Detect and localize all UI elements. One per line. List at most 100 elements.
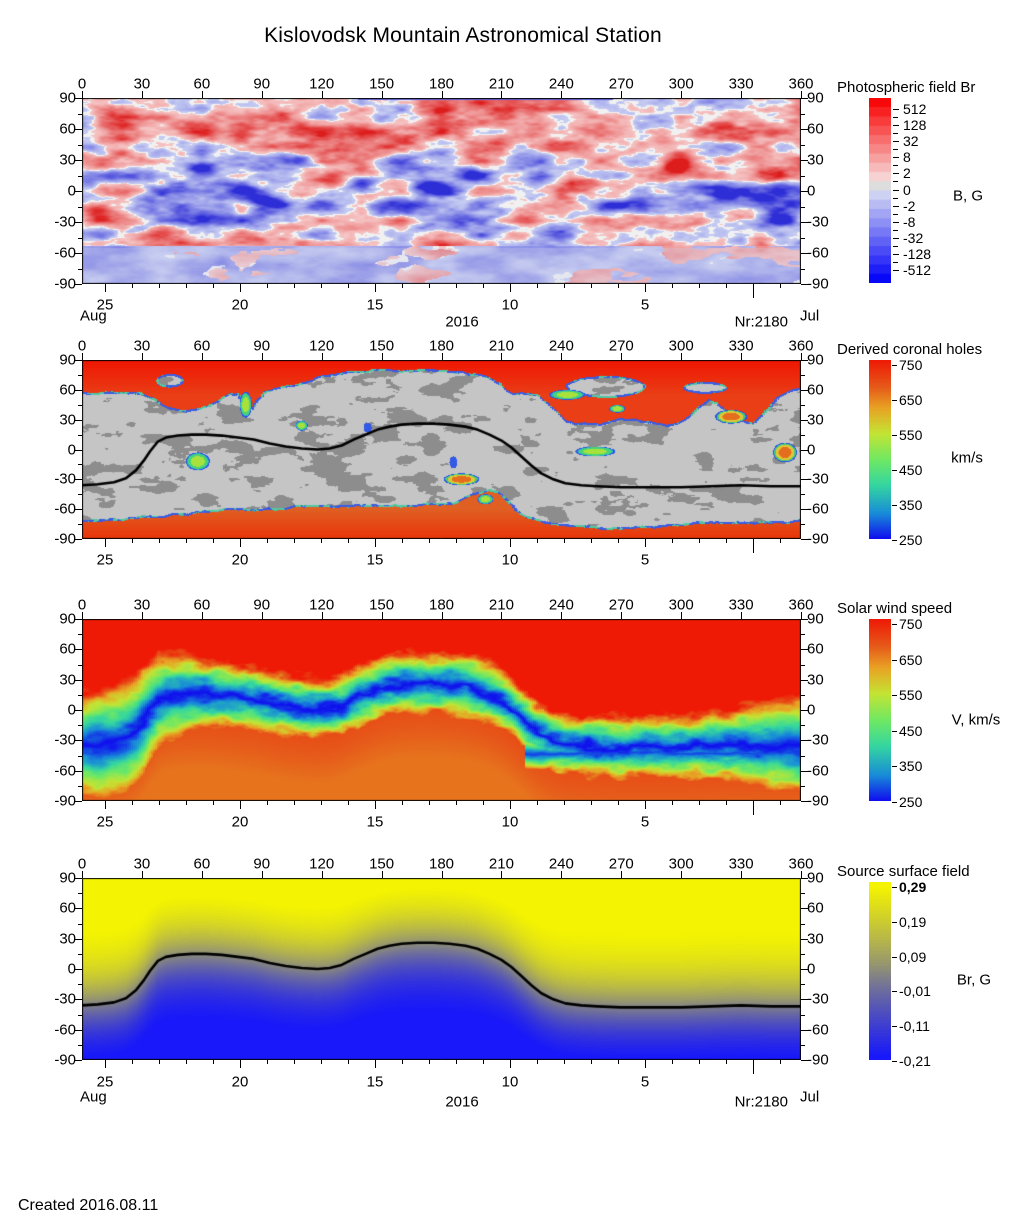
lon-tick: [381, 612, 383, 619]
lon-tick: [82, 91, 83, 98]
lat-tick-label-left: 0: [67, 182, 76, 200]
day-tick-label: 15: [366, 551, 384, 569]
lat-tick-label-right: 90: [807, 351, 824, 369]
day-tick: [375, 284, 376, 292]
lon-tick-label: 210: [488, 75, 514, 93]
lat-tick-label-left: 0: [67, 441, 76, 458]
lat-tick-label-right: -90: [807, 792, 829, 810]
lat-tick-left: [75, 1029, 82, 1031]
day-tick: [645, 539, 646, 547]
lon-tick: [141, 612, 143, 619]
month-left-label: Aug: [80, 307, 107, 325]
day-tick: [564, 539, 565, 543]
lat-tick-left: [75, 449, 82, 451]
day-tick: [456, 539, 457, 543]
day-tick: [267, 801, 268, 805]
lat-tick-label-left: -90: [54, 275, 76, 293]
lat-tick-left: [78, 237, 82, 239]
colorbar-tick: [892, 435, 897, 436]
lon-tick-label: 150: [369, 596, 395, 614]
day-tick-label: 25: [96, 296, 114, 314]
lat-tick-right: [801, 908, 808, 910]
day-tick: [186, 1060, 187, 1064]
lat-tick-label-right: 90: [807, 610, 824, 628]
colorbar-tick: [893, 125, 899, 127]
lat-tick-right: [801, 923, 805, 925]
wind-speed-colorbar: [869, 619, 891, 801]
colorbar-tick: [893, 141, 899, 143]
lat-tick-right: [801, 494, 805, 496]
lat-tick-right: [801, 999, 808, 1001]
lat-tick-right: [801, 479, 808, 481]
lat-tick-right: [801, 969, 808, 970]
colorbar-tick-label: -32: [903, 229, 924, 246]
lon-tick: [801, 871, 802, 878]
rotation-number-label: Nr:2180: [734, 313, 788, 331]
lat-tick-label-right: -60: [807, 500, 829, 518]
lat-tick-right: [801, 619, 808, 620]
lat-tick-label-left: -90: [54, 792, 76, 810]
colorbar-unit-source-surface: Br, G: [956, 971, 992, 989]
day-tick: [564, 284, 565, 288]
day-tick: [294, 1060, 295, 1064]
lon-tick: [561, 612, 563, 619]
day-tick: [132, 801, 133, 805]
lon-tick-label: 150: [369, 855, 395, 873]
colorbar-minor-tick: [893, 149, 898, 151]
lon-tick-label: 120: [309, 855, 335, 873]
lat-tick-label-right: 0: [807, 701, 816, 719]
lat-tick-left: [75, 878, 82, 879]
lat-tick-left: [78, 268, 82, 270]
lat-tick-label-left: -60: [54, 244, 76, 262]
colorbar-tick: [893, 237, 899, 239]
day-tick: [483, 539, 484, 543]
lat-tick-label-right: 0: [807, 182, 816, 200]
solar-wind-speed-map: [82, 619, 801, 801]
colorbar-unit-coronal-holes: km/s: [951, 449, 983, 467]
day-tick: [186, 284, 187, 288]
colorbar-tick: [893, 173, 899, 175]
lat-tick-right: [801, 694, 805, 696]
lat-tick-left: [78, 494, 82, 496]
lat-tick-left: [78, 113, 82, 115]
colorbar-tick: [892, 956, 897, 958]
lat-tick-left: [78, 694, 82, 696]
day-tick: [564, 1060, 565, 1064]
lon-tick-label: 180: [428, 855, 455, 873]
day-tick: [402, 539, 403, 543]
colorbar-tick-label: 650: [899, 392, 923, 408]
lat-tick-label-left: 60: [59, 120, 76, 138]
colorbar-tick: [892, 1061, 897, 1062]
lon-tick-label: 210: [488, 337, 514, 355]
day-tick: [213, 539, 214, 543]
day-tick: [618, 539, 619, 543]
lat-tick-right: [801, 785, 805, 787]
day-tick: [564, 801, 565, 805]
day-tick: [294, 539, 295, 543]
lat-tick-right: [801, 710, 808, 711]
day-tick-label: 25: [96, 813, 114, 831]
lat-tick-left: [75, 191, 82, 192]
lon-tick: [681, 612, 683, 619]
day-tick: [159, 539, 160, 543]
day-tick: [321, 1060, 322, 1064]
lat-tick-left: [78, 785, 82, 787]
day-tick-label: 20: [231, 551, 249, 569]
lat-tick-right: [801, 268, 805, 270]
day-tick: [591, 801, 592, 805]
lat-tick-label-right: -60: [807, 244, 829, 262]
lon-tick-label: 30: [133, 337, 151, 355]
day-tick-label: 5: [640, 551, 650, 569]
day-tick: [240, 1060, 241, 1068]
lat-tick-left: [75, 360, 82, 361]
lat-tick-label-left: 90: [59, 869, 76, 887]
lat-tick-right: [801, 206, 805, 208]
lon-tick: [621, 353, 623, 360]
lon-tick: [201, 91, 203, 98]
day-tick: [456, 1060, 457, 1064]
lon-tick-label: 240: [548, 75, 574, 93]
day-tick-label: 15: [366, 813, 384, 831]
colorbar-tick-label: 2: [903, 165, 911, 182]
lon-tick-label: 210: [488, 855, 514, 873]
lon-tick: [561, 353, 563, 360]
